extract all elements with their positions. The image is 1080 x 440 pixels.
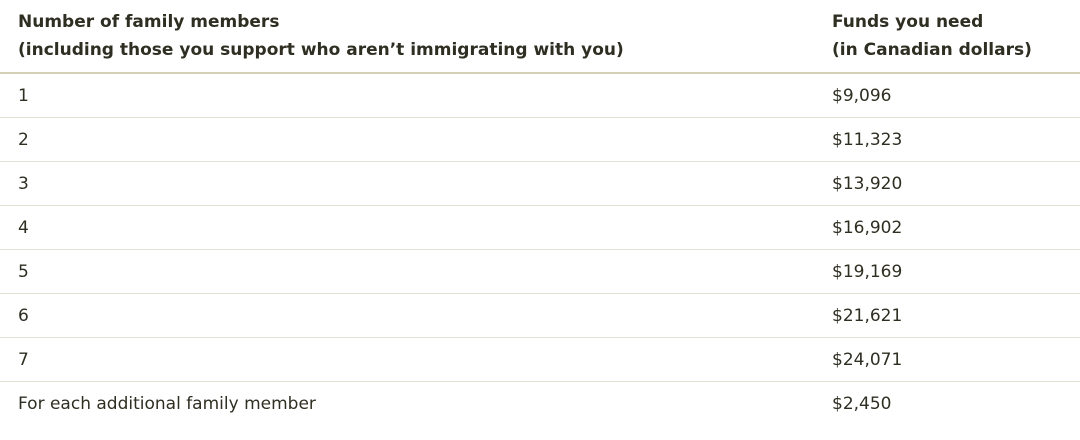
header-cell: Number of family members (including those…	[0, 0, 814, 74]
table-cell: For each additional family member	[18, 393, 316, 414]
table-row: 1 $9,096	[0, 73, 1080, 118]
table-cell: 7	[0, 337, 814, 382]
header-line: (including those you support who aren’t …	[18, 40, 624, 60]
table-cell: 1	[0, 73, 814, 118]
table-cell: 2	[0, 117, 814, 162]
funds-table: Number of family members (including those…	[0, 0, 1080, 425]
table-cell: $9,096	[814, 73, 1080, 118]
table-cell: 6	[0, 293, 814, 338]
table-cell: $13,920	[814, 161, 1080, 206]
table-cell: 5	[0, 249, 814, 294]
table-row: 6 $21,621	[0, 293, 1080, 338]
table-cell: $19,169	[814, 249, 1080, 294]
table-cell: $24,071	[814, 337, 1080, 382]
table-row: 2 $11,323	[0, 117, 1080, 162]
table-cell: $2,450	[832, 393, 892, 414]
table-row: 5 $19,169	[0, 249, 1080, 294]
table-cell: $16,902	[814, 205, 1080, 250]
table-row: For each additional family member $2,450	[0, 382, 1080, 426]
table-body: 1 $9,096 2 $11,323 3 $13,920 4 $16,902 5 $19,169 6…	[0, 73, 1080, 425]
table-cell: 3	[0, 161, 814, 206]
table-row: 7 $24,071	[0, 337, 1080, 382]
table-row: 4 $16,902	[0, 205, 1080, 250]
header-line: Number of family members	[18, 12, 280, 32]
header-line: Funds you need	[832, 12, 984, 32]
table-cell: 4	[0, 205, 814, 250]
header-line: (in Canadian dollars)	[832, 40, 1032, 60]
table-cell: $21,621	[814, 293, 1080, 338]
table-row: 3 $13,920	[0, 161, 1080, 206]
header-row: Number of family members (including those…	[0, 0, 1080, 74]
header-cell: Funds you need (in Canadian dollars)	[814, 0, 1080, 74]
table-cell: $11,323	[814, 117, 1080, 162]
